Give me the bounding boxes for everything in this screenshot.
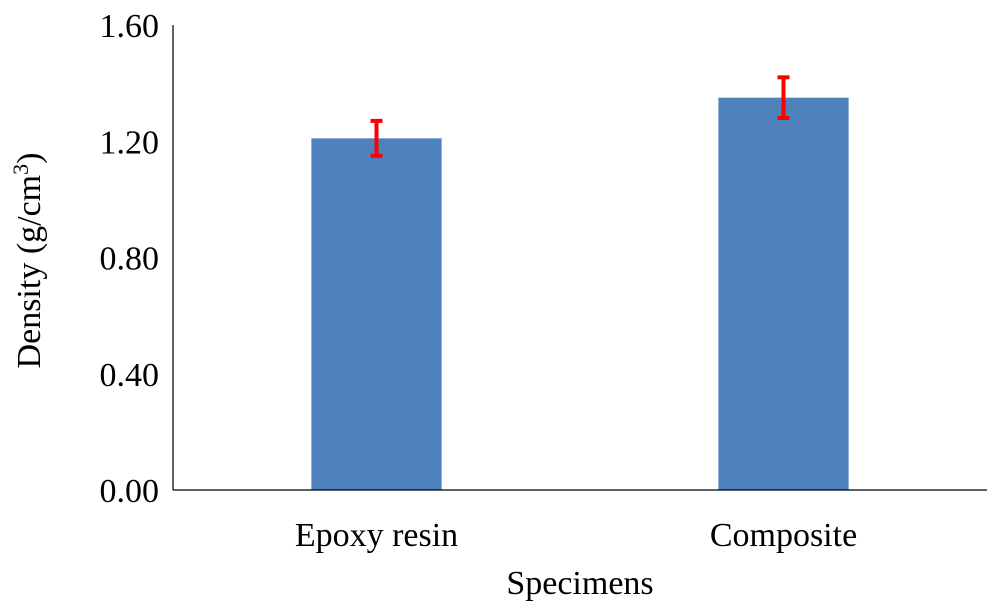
y-tick-label: 0.40 xyxy=(100,357,160,394)
y-tick-label: 1.60 xyxy=(100,8,160,45)
x-axis-title: Specimens xyxy=(506,565,653,602)
x-tick-label: Epoxy resin xyxy=(295,517,458,554)
y-axis-title-sup: 3 xyxy=(8,164,33,175)
y-axis-title: Density (g/cm3) xyxy=(8,153,48,369)
x-tick-label: Composite xyxy=(710,517,857,554)
y-axis-title-main: Density (g/cm xyxy=(11,175,48,369)
y-tick-label: 1.20 xyxy=(100,124,160,161)
y-tick-label: 0.80 xyxy=(100,241,160,278)
y-tick-labels: 0.00 0.40 0.80 1.20 1.60 xyxy=(100,8,160,510)
error-bars-group xyxy=(370,75,790,158)
bar xyxy=(311,138,442,490)
y-tick-label: 0.00 xyxy=(100,473,160,510)
bars-group xyxy=(311,97,849,490)
y-axis-title-close: ) xyxy=(11,153,48,164)
error-bar xyxy=(777,75,790,120)
error-bar xyxy=(370,118,383,158)
x-tick-labels: Epoxy resin Composite xyxy=(295,517,857,554)
bar xyxy=(718,97,849,490)
